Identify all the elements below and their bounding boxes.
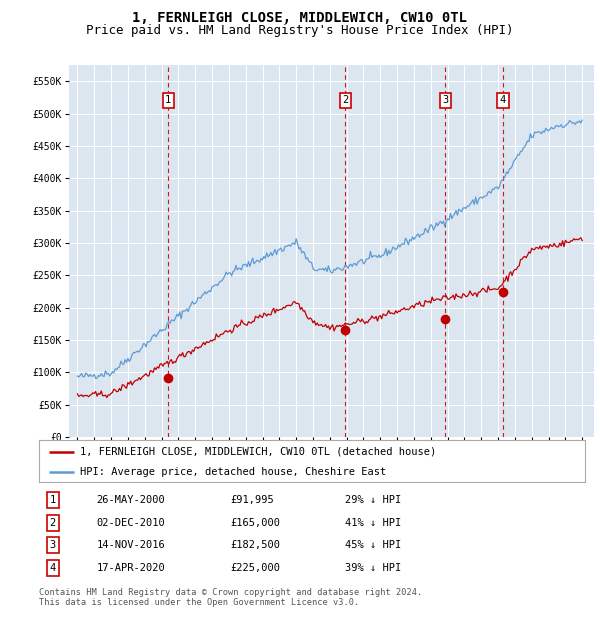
Text: HPI: Average price, detached house, Cheshire East: HPI: Average price, detached house, Ches… <box>80 467 386 477</box>
Text: 29% ↓ HPI: 29% ↓ HPI <box>345 495 401 505</box>
Text: 41% ↓ HPI: 41% ↓ HPI <box>345 518 401 528</box>
Text: £182,500: £182,500 <box>230 541 280 551</box>
Text: £225,000: £225,000 <box>230 563 280 573</box>
Text: 1, FERNLEIGH CLOSE, MIDDLEWICH, CW10 0TL (detached house): 1, FERNLEIGH CLOSE, MIDDLEWICH, CW10 0TL… <box>80 446 436 456</box>
Text: 14-NOV-2016: 14-NOV-2016 <box>97 541 165 551</box>
Text: 1: 1 <box>165 95 172 105</box>
Text: 4: 4 <box>50 563 56 573</box>
Text: 2: 2 <box>50 518 56 528</box>
Text: £91,995: £91,995 <box>230 495 274 505</box>
Text: 1: 1 <box>50 495 56 505</box>
Text: 17-APR-2020: 17-APR-2020 <box>97 563 165 573</box>
Text: Price paid vs. HM Land Registry's House Price Index (HPI): Price paid vs. HM Land Registry's House … <box>86 24 514 37</box>
Text: 3: 3 <box>442 95 449 105</box>
Text: 26-MAY-2000: 26-MAY-2000 <box>97 495 165 505</box>
Text: 3: 3 <box>50 541 56 551</box>
Text: 39% ↓ HPI: 39% ↓ HPI <box>345 563 401 573</box>
Text: 2: 2 <box>342 95 349 105</box>
Text: 4: 4 <box>500 95 506 105</box>
Text: 45% ↓ HPI: 45% ↓ HPI <box>345 541 401 551</box>
Text: 02-DEC-2010: 02-DEC-2010 <box>97 518 165 528</box>
Text: Contains HM Land Registry data © Crown copyright and database right 2024.
This d: Contains HM Land Registry data © Crown c… <box>39 588 422 607</box>
Text: £165,000: £165,000 <box>230 518 280 528</box>
Text: 1, FERNLEIGH CLOSE, MIDDLEWICH, CW10 0TL: 1, FERNLEIGH CLOSE, MIDDLEWICH, CW10 0TL <box>133 11 467 25</box>
